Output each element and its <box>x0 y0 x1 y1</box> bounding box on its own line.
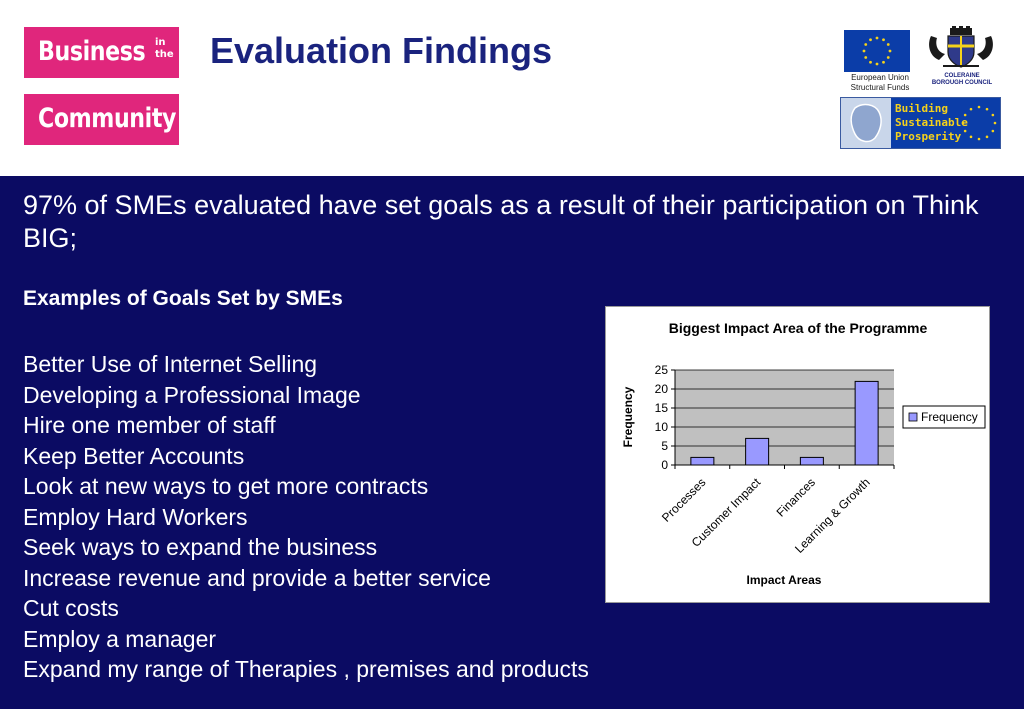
goal-item: Increase revenue and provide a better se… <box>23 564 491 591</box>
council-name-line2: BOROUGH COUNCIL <box>931 80 993 86</box>
flag-star <box>886 43 890 46</box>
chart-title: Biggest Impact Area of the Programme <box>669 320 928 336</box>
bsp-line3: Prosperity <box>895 130 962 143</box>
bsp-line1: Building <box>895 102 948 115</box>
goal-item: Expand my range of Therapies , premises … <box>23 656 589 682</box>
council-name-line1: COLERAINE <box>944 73 980 79</box>
flag-star <box>882 60 885 64</box>
content-panel: 97% of SMEs evaluated have set goals as … <box>0 176 1024 709</box>
logo-word-in-the: in the <box>155 37 174 61</box>
logo-top-block: Business in the <box>24 27 179 78</box>
logo-word-the: the <box>155 49 174 60</box>
slide-header: Business in the Community Evaluation Fin… <box>0 0 1024 176</box>
goal-item: Look at new ways to get more contracts <box>23 473 429 499</box>
y-tick-label: 25 <box>655 363 669 377</box>
eu-caption-line2: Structural Funds <box>850 83 910 92</box>
goal-item: Hire one member of staff <box>23 412 276 438</box>
impact-chart: Biggest Impact Area of the Programme 0 5 1… <box>605 306 990 603</box>
bsp-line2: Sustainable <box>895 116 968 129</box>
y-tick-label: 5 <box>661 439 668 453</box>
legend-swatch <box>908 412 918 422</box>
council-name: COLERAINE BOROUGH COUNCIL <box>924 73 1000 87</box>
x-tick-label: Processes <box>659 475 709 525</box>
ireland-map-icon <box>841 98 891 148</box>
logo-word-business: Business <box>38 36 146 67</box>
legend-frame <box>902 405 986 429</box>
flag-star <box>977 137 981 141</box>
y-axis-ticks: 0 5 10 15 20 25 <box>655 363 675 472</box>
business-in-the-community-logo: Business in the Community <box>24 27 179 145</box>
flag-star <box>977 105 981 109</box>
building-sustainable-prosperity-logo: Building Sustainable Prosperity <box>840 97 1001 149</box>
logo-bottom-block: Community <box>24 94 179 145</box>
logo-word-community: Community <box>38 103 177 134</box>
flag-star <box>969 135 973 139</box>
goal-item: Keep Better Accounts <box>23 442 245 469</box>
eu-flag-icon <box>844 30 910 72</box>
eu-caption: European Union Structural Funds <box>838 73 922 93</box>
bsp-text: Building Sustainable Prosperity <box>895 102 968 144</box>
y-tick-label: 15 <box>655 401 669 415</box>
goal-item: Cut costs <box>23 595 119 621</box>
council-crest-icon <box>923 26 999 90</box>
flag-star <box>985 107 989 111</box>
flag-star <box>963 113 967 117</box>
headline-line1: 97% of SMEs evaluated have set goals as … <box>23 190 979 220</box>
goals-list: Better Use of Internet Selling Developin… <box>23 349 589 685</box>
flag-star <box>862 49 866 53</box>
logo-word-in: in <box>155 37 166 48</box>
goal-item: Employ Hard Workers <box>23 503 248 530</box>
flag-star <box>991 113 995 117</box>
flag-star <box>864 56 868 59</box>
page-title: Evaluation Findings <box>210 30 553 71</box>
x-axis-label: Impact Areas <box>747 573 822 587</box>
flag-star <box>888 49 892 53</box>
flag-star <box>961 121 965 125</box>
legend-label: Frequency <box>921 410 978 424</box>
goal-item: Better Use of Internet Selling <box>23 351 318 377</box>
flag-star <box>875 62 879 66</box>
bar <box>745 437 770 466</box>
chart-legend: Frequency <box>902 405 986 429</box>
flag-star <box>993 121 997 125</box>
y-tick-label: 0 <box>661 458 668 472</box>
goal-item: Employ a manager <box>23 625 217 652</box>
flag-star <box>875 36 879 40</box>
goal-item: Developing a Professional Image <box>23 381 361 408</box>
bar <box>690 456 715 466</box>
flag-star <box>886 56 890 59</box>
flag-star <box>963 129 967 133</box>
chart-bars <box>690 380 879 466</box>
y-tick-label: 20 <box>655 382 669 396</box>
headline-line2: BIG; <box>23 223 78 253</box>
examples-title: Examples of Goals Set by SMEs <box>23 287 343 310</box>
bsp-flag: Building Sustainable Prosperity <box>891 98 1000 148</box>
goal-item: Seek ways to expand the business <box>23 534 378 560</box>
flag-star <box>864 43 868 46</box>
impact-chart-svg: Biggest Impact Area of the Programme 0 5 1… <box>621 320 986 587</box>
eu-caption-line1: European Union <box>851 73 909 82</box>
y-tick-label: 10 <box>655 420 669 434</box>
x-tick-label: Finances <box>774 475 818 519</box>
flag-star <box>869 38 872 42</box>
flag-star <box>969 107 973 111</box>
headline: 97% of SMEs evaluated have set goals as … <box>23 189 1024 255</box>
flag-star <box>991 129 995 133</box>
bar <box>799 456 824 466</box>
y-axis-label: Frequency <box>621 386 635 447</box>
flag-star <box>869 60 872 64</box>
flag-star <box>985 135 989 139</box>
flag-star <box>882 38 885 42</box>
bar <box>854 380 879 466</box>
